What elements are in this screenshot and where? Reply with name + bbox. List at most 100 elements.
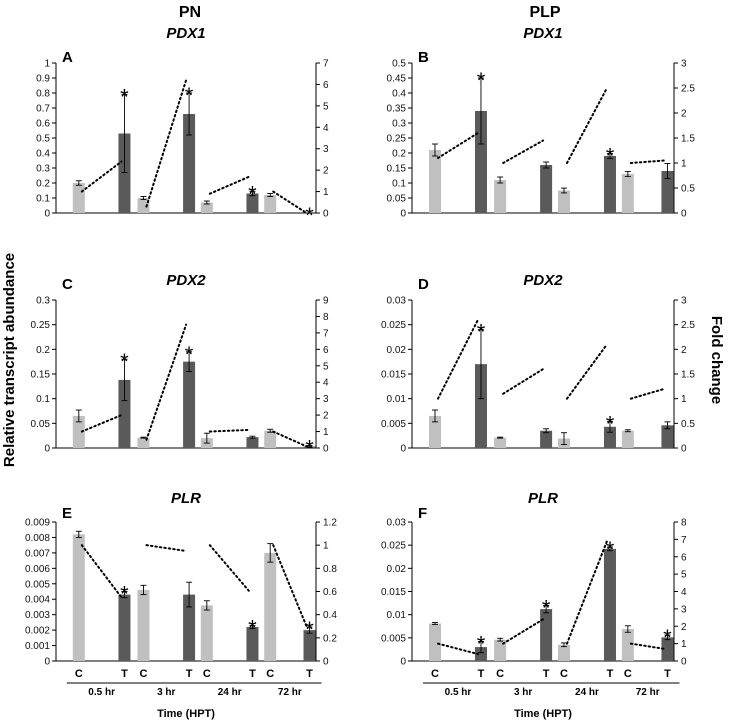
y-tick-label: 0 — [400, 444, 406, 455]
panel-b: PDX1 B 0 0.05 0.1 0.15 0.2 0.25 0.3 0.35 0.4 0.45 0.… — [387, 25, 696, 220]
fold-change-line — [80, 544, 123, 599]
y-tick-label: 0.007 — [25, 548, 50, 559]
y2-tick-label: 1 — [681, 394, 687, 405]
y2-tick-label: 3 — [681, 604, 687, 615]
panel-c: PDX2 C 0 0.05 0.1 0.15 0.2 0.25 0.3 0 1 2 3 4 5 6 7 8 9 * * * — [31, 272, 329, 461]
bar — [621, 430, 634, 448]
y-tick-label: 0.1 — [392, 179, 406, 190]
x-axis-title: Time (HPT) — [157, 708, 215, 720]
significance-star: * — [305, 203, 314, 228]
bar — [72, 534, 85, 661]
y-tick-label: 0.03 — [387, 296, 407, 307]
y2-tick-label: 2 — [681, 622, 687, 633]
bar — [621, 174, 634, 213]
y-tick-label: 0.05 — [31, 419, 51, 430]
y2-tick-label: 2 — [323, 411, 329, 422]
y-tick-label: 0.005 — [381, 633, 406, 644]
significance-star: * — [663, 625, 672, 650]
y-tick-label: 0.45 — [387, 74, 407, 85]
y2-tick-label: 0.4 — [323, 610, 337, 621]
panel-d: PDX2 D 0 0.005 0.01 0.015 0.02 0.025 0.03 0 0.5 1 1.… — [381, 272, 695, 455]
significance-star: * — [477, 320, 486, 345]
significance-star: * — [477, 68, 486, 93]
condition-label: C — [496, 668, 504, 680]
fold-change-line — [208, 544, 251, 593]
y-tick-label: 0.03 — [387, 518, 407, 529]
bar — [474, 647, 487, 661]
significance-star: * — [120, 582, 129, 607]
bar — [118, 379, 131, 448]
bar — [137, 437, 150, 448]
fold-change-line — [436, 642, 479, 656]
y2-tick-label: 0.8 — [323, 564, 337, 575]
significance-star: * — [248, 615, 257, 640]
y2-tick-label: 3 — [323, 394, 329, 405]
y-tick-label: 0.02 — [387, 564, 407, 575]
y2-tick-label: 7 — [323, 59, 329, 70]
y-tick-label: 0 — [44, 657, 50, 668]
bar — [474, 364, 487, 448]
y2-tick-label: 1 — [323, 427, 329, 438]
y-tick-label: 0.025 — [381, 541, 406, 552]
condition-label: C — [431, 668, 439, 680]
condition-label: T — [478, 668, 485, 680]
y-tick-label: 0.3 — [392, 119, 406, 130]
y-tick-label: 0 — [400, 209, 406, 220]
panel-title: PDX1 — [166, 25, 205, 42]
y-tick-label: 0.3 — [36, 296, 50, 307]
fold-change-line — [502, 139, 545, 164]
bar — [183, 361, 196, 448]
fold-change-line — [80, 160, 123, 193]
significance-star: * — [120, 85, 129, 110]
fold-change-line — [565, 343, 608, 400]
group-label: 0.5 hr — [88, 687, 115, 698]
y2-tick-label: 1 — [323, 187, 329, 198]
y-tick-label: 0.05 — [387, 194, 407, 205]
y-tick-label: 0.015 — [381, 370, 406, 381]
bar — [246, 437, 259, 448]
panel-label: B — [418, 49, 429, 66]
y-tick-label: 0.005 — [25, 579, 50, 590]
bar — [200, 605, 213, 661]
y2-tick-label: 0 — [323, 444, 329, 455]
bar — [474, 111, 487, 213]
bar — [72, 415, 85, 448]
bar — [603, 156, 616, 213]
panel-title: PLR — [528, 490, 558, 507]
y2-tick-label: 0.2 — [323, 633, 337, 644]
y2-tick-label: 5 — [681, 570, 687, 581]
fold-change-line — [502, 368, 545, 395]
bar — [183, 114, 196, 213]
bar — [661, 171, 674, 213]
condition-label: T — [607, 668, 614, 680]
significance-star: * — [606, 411, 615, 436]
y2-tick-label: 4 — [323, 123, 329, 134]
y2-tick-label: 9 — [323, 296, 329, 307]
fold-change-line — [145, 79, 188, 208]
significance-star: * — [606, 144, 615, 169]
y2-tick-label: 5 — [323, 361, 329, 372]
panels: PDX1 A 0 0.1 0.2 0.3 0.4 0.5 0.6 0.7 0.8 0.9 1 0 1 2 3 4 5… — [25, 25, 695, 720]
bar — [246, 193, 259, 213]
condition-label: C — [139, 668, 147, 680]
y-tick-label: 0.4 — [36, 149, 50, 160]
y2-tick-label: 0.6 — [323, 587, 337, 598]
panel-title: PDX2 — [166, 272, 206, 289]
y2-tick-label: 2 — [323, 166, 329, 177]
y-tick-label: 0.25 — [387, 134, 407, 145]
y-tick-label: 0 — [44, 444, 50, 455]
y-tick-label: 0.002 — [25, 626, 50, 637]
fold-change-line — [272, 544, 308, 628]
fold-change-line — [629, 159, 666, 164]
y-tick-label: 0.35 — [387, 104, 407, 115]
y2-tick-label: 3 — [681, 59, 687, 70]
bar — [540, 165, 553, 213]
y2-tick-label: 0.5 — [681, 184, 695, 195]
right-axis-label: Fold change — [708, 316, 725, 404]
left-axis-label: Relative transcript abundance — [1, 253, 18, 467]
bar — [494, 639, 507, 661]
y-tick-label: 0.15 — [31, 370, 51, 381]
y2-tick-label: 6 — [323, 345, 329, 356]
y2-tick-label: 1.2 — [323, 518, 337, 529]
bar — [118, 133, 131, 213]
